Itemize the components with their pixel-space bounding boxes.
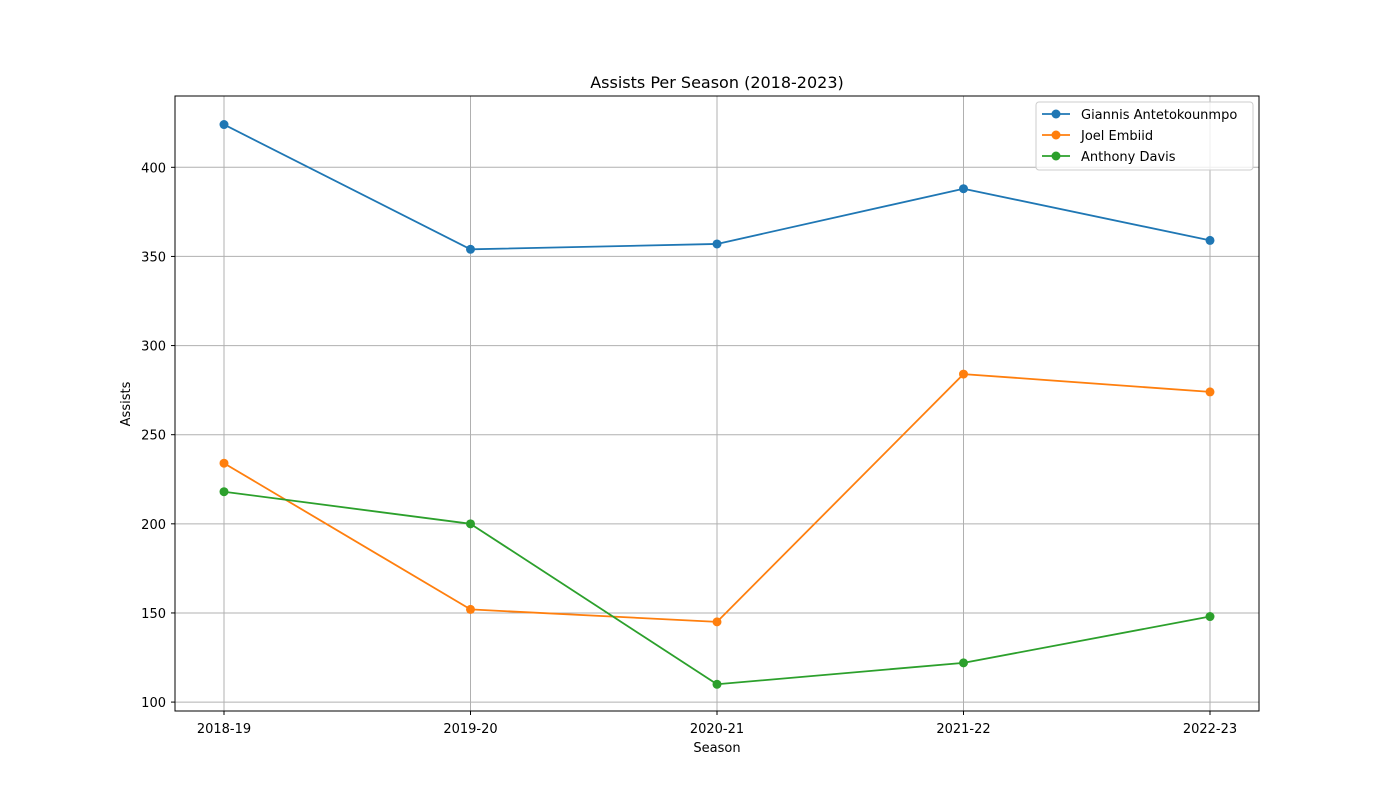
data-point — [466, 604, 475, 614]
data-point — [959, 369, 968, 379]
legend-marker — [1051, 151, 1061, 161]
y-tick-label: 150 — [141, 607, 166, 622]
y-tick-label: 100 — [141, 696, 166, 711]
series-0 — [219, 120, 1215, 254]
y-tick-label: 350 — [141, 250, 166, 265]
legend-label: Joel Embiid — [1080, 129, 1153, 144]
legend-label: Giannis Antetokounmpo — [1081, 108, 1237, 123]
y-tick-label: 400 — [141, 161, 166, 176]
legend-entry: Anthony Davis — [1042, 150, 1176, 165]
data-point — [219, 487, 229, 497]
legend-entry: Giannis Antetokounmpo — [1042, 108, 1237, 123]
legend-marker — [1051, 130, 1061, 140]
x-tick-label: 2018-19 — [197, 722, 251, 737]
x-axis: 2018-19 2019-20 2020-21 2021-22 2022-23 — [197, 711, 1237, 737]
data-point — [219, 458, 229, 468]
data-point — [1205, 612, 1215, 622]
x-tick-label: 2022-23 — [1183, 722, 1237, 737]
grid-layer — [175, 96, 1259, 711]
x-tick-label: 2020-21 — [690, 722, 744, 737]
legend-label: Anthony Davis — [1081, 150, 1176, 165]
series-1 — [219, 369, 1215, 627]
data-point — [1205, 387, 1215, 397]
y-tick-label: 300 — [141, 340, 166, 355]
x-tick-label: 2019-20 — [443, 722, 497, 737]
plot-area — [174, 95, 1260, 712]
legend: Giannis Antetokounmpo Joel Embiid Anthony … — [1035, 101, 1254, 171]
data-point — [712, 239, 722, 249]
y-axis: 100 150 200 250 300 350 400 — [141, 161, 175, 711]
x-axis-label: Season — [693, 741, 740, 756]
legend-box — [1035, 101, 1254, 171]
chart-title: Assists Per Season (2018-2023) — [590, 73, 844, 92]
y-axis-label: Assists — [119, 381, 134, 426]
legend-entry: Joel Embiid — [1042, 129, 1153, 144]
data-point — [712, 679, 722, 689]
data-point — [466, 244, 475, 254]
y-tick-label: 200 — [141, 518, 166, 533]
data-point — [959, 184, 968, 194]
y-tick-label: 250 — [141, 429, 166, 444]
series-2 — [219, 487, 1215, 689]
series-layer — [219, 120, 1215, 689]
data-point — [1205, 235, 1215, 245]
data-point — [466, 519, 475, 529]
data-point — [959, 658, 968, 668]
legend-marker — [1051, 109, 1061, 119]
data-point — [712, 617, 722, 627]
data-point — [219, 120, 229, 130]
x-tick-label: 2021-22 — [936, 722, 990, 737]
